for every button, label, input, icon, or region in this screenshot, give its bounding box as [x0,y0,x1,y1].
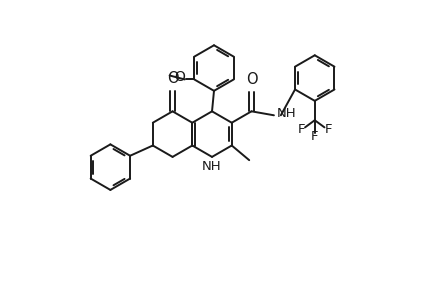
Text: O: O [174,70,185,84]
Text: F: F [297,123,305,136]
Text: F: F [325,123,332,136]
Text: F: F [311,130,318,143]
Text: NH: NH [277,107,297,120]
Text: O: O [167,71,178,86]
Text: NH: NH [202,160,222,173]
Text: O: O [246,72,257,87]
